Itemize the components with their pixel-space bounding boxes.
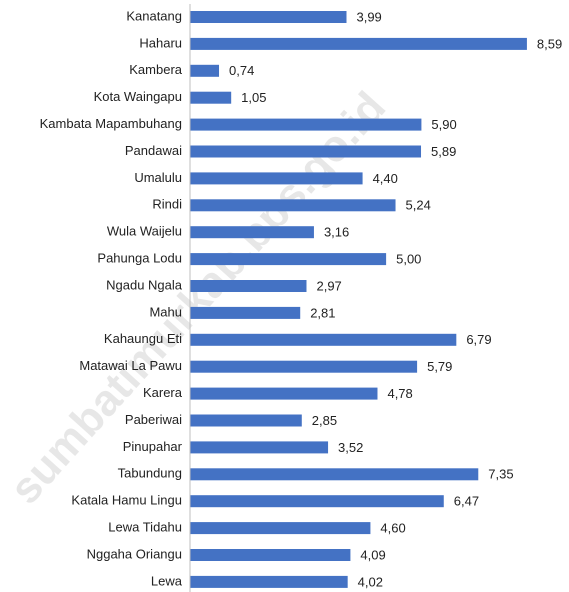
value-label: 5,79 [427,359,452,374]
category-label: Kota Waingapu [94,89,182,104]
value-label: 8,59 [537,36,562,51]
category-label: Rindi [152,197,182,212]
bar [190,495,444,508]
bar [190,64,220,77]
value-label: 5,89 [431,144,456,159]
value-label: 4,78 [387,386,412,401]
bar [190,575,348,588]
category-label: Pahunga Lodu [97,251,182,266]
value-label: 3,52 [338,440,363,455]
bar [190,91,232,104]
category-label: Paberiwai [125,412,182,427]
value-label: 4,40 [373,171,398,186]
bar [190,414,302,427]
category-label: Lewa Tidahu [108,520,182,535]
category-label: Karera [143,385,183,400]
category-label: Lewa [151,573,183,588]
bar [190,145,422,158]
value-label: 2,85 [312,413,337,428]
category-label: Matawai La Pawu [79,358,182,373]
bar [190,11,347,23]
bar [190,226,314,239]
bar [190,118,422,131]
bar [190,522,371,535]
value-label: 6,79 [466,332,491,347]
value-label: 3,16 [324,225,349,240]
bar [190,441,329,454]
category-label: Tabundung [118,466,182,481]
bar [190,468,479,481]
category-label: Ngadu Ngala [106,277,183,292]
category-label: Pandawai [125,143,182,158]
value-label: 6,47 [454,494,479,509]
category-label: Katala Hamu Lingu [71,493,182,508]
bar [190,172,363,185]
value-label: 5,24 [406,198,431,213]
category-label: Nggaha Oriangu [87,546,182,561]
value-label: 5,90 [431,117,456,132]
bar [190,549,351,561]
category-label: Kambata Mapambuhang [40,116,182,131]
value-label: 0,74 [229,63,254,78]
bar [190,253,387,266]
value-label: 5,00 [396,252,421,267]
category-label: Haharu [139,35,182,50]
bar [190,306,301,319]
category-label: Kanatang [126,8,182,23]
value-label: 2,97 [316,278,341,293]
value-label: 4,02 [358,574,383,589]
bar [190,37,527,50]
bar [190,199,396,212]
value-label: 7,35 [488,467,513,482]
value-label: 4,09 [360,547,385,562]
category-label: Kambera [129,62,183,77]
category-label: Umalulu [134,170,182,185]
category-label: Mahu [149,304,182,319]
bar [190,387,378,400]
value-label: 3,99 [356,9,381,24]
bar [190,333,457,346]
bar [190,280,307,292]
category-label: Kahaungu Eti [104,331,182,346]
value-label: 2,81 [310,305,335,320]
bar [190,360,418,373]
category-label: Wula Waijelu [107,224,182,239]
value-label: 4,60 [380,521,405,536]
category-label: Pinupahar [123,439,183,454]
value-label: 1,05 [241,90,266,105]
